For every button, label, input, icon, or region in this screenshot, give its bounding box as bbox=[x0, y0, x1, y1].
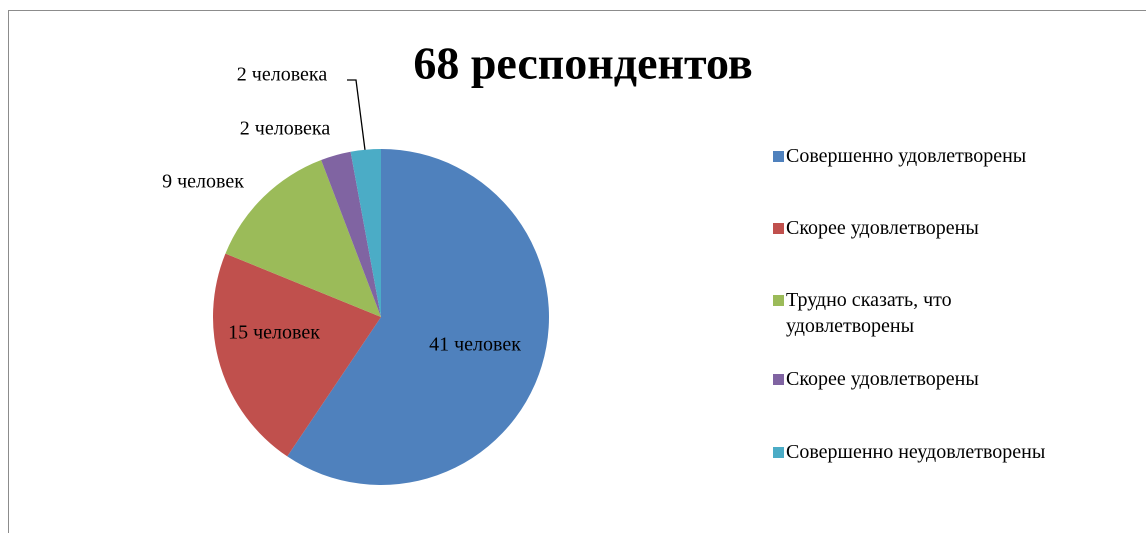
legend-item: Совершенно удовлетворены bbox=[786, 145, 1027, 167]
data-label: 9 человек bbox=[162, 171, 244, 193]
chart-frame bbox=[8, 10, 1146, 533]
data-label: 2 человека bbox=[237, 64, 328, 86]
legend-item: Трудно сказать, что удовлетворены bbox=[786, 289, 952, 337]
legend-swatch bbox=[773, 223, 784, 234]
legend-item: Совершенно неудовлетворены bbox=[786, 441, 1046, 463]
legend-label: Совершенно неудовлетворены bbox=[786, 441, 1046, 463]
pie-slice bbox=[321, 151, 381, 317]
data-label: 41 человек bbox=[429, 334, 521, 356]
legend-label: Скорее удовлетворены bbox=[786, 368, 979, 390]
legend-item: Скорее удовлетворены bbox=[786, 368, 979, 390]
chart-title: 68 респондентов bbox=[413, 38, 752, 89]
legend-label: Совершенно удовлетворены bbox=[786, 145, 1027, 167]
pie-slice bbox=[212, 253, 381, 457]
legend-label: Трудно сказать, что удовлетворены bbox=[786, 289, 952, 337]
legend-swatch bbox=[773, 151, 784, 162]
legend-swatch bbox=[773, 374, 784, 385]
data-label: 15 человек bbox=[228, 322, 320, 344]
legend-label: Скорее удовлетворены bbox=[786, 217, 979, 239]
pie-slice bbox=[225, 160, 381, 317]
legend-swatch bbox=[773, 295, 784, 306]
data-label: 2 человека bbox=[240, 118, 331, 140]
legend-swatch bbox=[773, 447, 784, 458]
leader-line bbox=[347, 79, 366, 151]
pie-slice bbox=[350, 149, 381, 317]
legend-item: Скорее удовлетворены bbox=[786, 217, 979, 239]
pie-slice bbox=[287, 149, 549, 485]
